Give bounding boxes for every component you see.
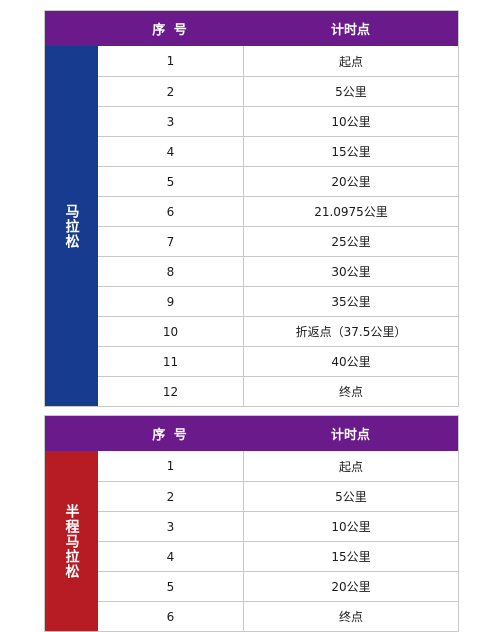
point-cell: 15公里 [331,145,371,159]
header-seq: 序 号 [152,428,189,443]
table-row: 9 35公里 [98,286,458,316]
table-row: 4 15公里 [98,136,458,166]
point-cell: 5公里 [335,85,367,99]
seq-cell: 1 [98,451,244,481]
table-row: 4 15公里 [98,541,458,571]
rows: 1 起点 2 5公里 3 10公里 4 15公里 5 20公里 6 21.0975公里 7 2… [98,46,458,406]
seq-cell: 9 [98,287,244,316]
point-cell: 21.0975公里 [314,205,388,219]
table-row: 6 21.0975公里 [98,196,458,226]
point-cell: 10公里 [331,520,371,534]
point-cell: 5公里 [335,490,367,504]
table-row: 12 终点 [98,376,458,406]
point-cell: 30公里 [331,265,371,279]
category-label: 马拉松 [63,203,80,249]
seq-cell: 3 [98,512,244,541]
seq-cell: 10 [98,317,244,346]
table-row: 1 起点 [98,46,458,76]
seq-cell: 1 [98,46,244,76]
table-row: 6 终点 [98,601,458,631]
table-row: 2 5公里 [98,76,458,106]
point-cell: 折返点（37.5公里） [295,325,407,339]
table-body: 半程马拉松 1 起点 2 5公里 3 10公里 4 15公里 5 20公里 6 终点 [45,451,458,631]
seq-cell: 4 [98,542,244,571]
seq-cell: 11 [98,347,244,376]
table-row: 7 25公里 [98,226,458,256]
seq-cell: 6 [98,197,244,226]
seq-cell: 6 [98,602,244,631]
point-cell: 15公里 [331,550,371,564]
category-cell: 半程马拉松 [45,451,98,631]
table-row: 1 起点 [98,451,458,481]
point-cell: 10公里 [331,115,371,129]
marathon-table: 序 号 计时点 马拉松 1 起点 2 5公里 3 10公里 4 15公里 5 20公里 6… [44,10,459,407]
category-label: 半程马拉松 [63,503,80,579]
header-seq: 序 号 [152,23,189,38]
seq-cell: 4 [98,137,244,166]
header-point: 计时点 [330,23,370,38]
point-cell: 20公里 [331,580,371,594]
table-row: 3 10公里 [98,106,458,136]
table-row: 3 10公里 [98,511,458,541]
category-cell: 马拉松 [45,46,98,406]
point-cell: 起点 [338,54,363,69]
seq-cell: 5 [98,572,244,601]
table-row: 10 折返点（37.5公里） [98,316,458,346]
table-header: 序 号 计时点 [45,11,458,46]
seq-cell: 2 [98,77,244,106]
point-cell: 40公里 [331,355,371,369]
table-row: 5 20公里 [98,571,458,601]
table-header: 序 号 计时点 [45,416,458,451]
header-point: 计时点 [330,428,370,443]
point-cell: 35公里 [331,295,371,309]
point-cell: 起点 [338,459,363,474]
seq-cell: 8 [98,257,244,286]
rows: 1 起点 2 5公里 3 10公里 4 15公里 5 20公里 6 终点 [98,451,458,631]
point-cell: 20公里 [331,175,371,189]
table-row: 8 30公里 [98,256,458,286]
point-cell: 终点 [338,385,363,399]
header-blank [45,416,98,451]
table-body: 马拉松 1 起点 2 5公里 3 10公里 4 15公里 5 20公里 6 21.0975公… [45,46,458,406]
table-row: 5 20公里 [98,166,458,196]
table-row: 2 5公里 [98,481,458,511]
seq-cell: 2 [98,482,244,511]
point-cell: 终点 [338,610,363,624]
seq-cell: 12 [98,377,244,406]
seq-cell: 3 [98,107,244,136]
seq-cell: 5 [98,167,244,196]
seq-cell: 7 [98,227,244,256]
half-marathon-table: 序 号 计时点 半程马拉松 1 起点 2 5公里 3 10公里 4 15公里 5 20公里… [44,415,459,632]
point-cell: 25公里 [331,235,371,249]
table-row: 11 40公里 [98,346,458,376]
header-blank [45,11,98,46]
